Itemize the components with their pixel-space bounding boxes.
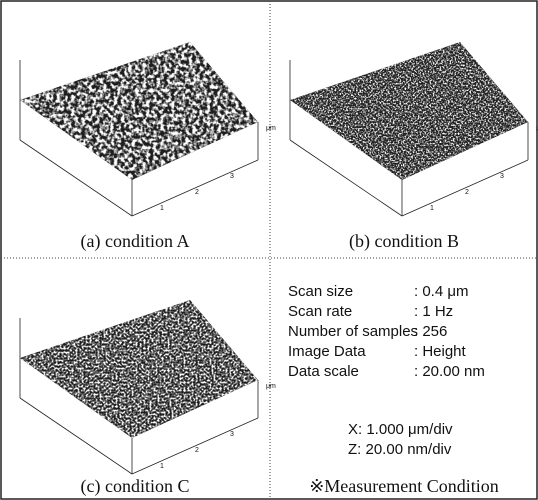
axis-label: 3 <box>230 173 234 180</box>
afm-image: 1 2 3 μm <box>19 42 276 217</box>
box-edge <box>401 159 529 217</box>
axis-label: μm <box>536 125 538 132</box>
scale: X: 1.000 μm/div <box>348 421 453 438</box>
label: Scan size <box>288 283 353 300</box>
value: : 256 <box>414 323 447 340</box>
box-edge <box>289 139 403 217</box>
conditions: Scan size : 0.4 μm Scan rate : 1 Hz Numb… <box>288 283 485 458</box>
box-edge <box>19 397 133 475</box>
axis-label: 1 <box>430 205 434 212</box>
axis-label: μm <box>266 383 276 390</box>
axis-label: 3 <box>230 431 234 438</box>
value: : 20.00 nm <box>414 363 485 380</box>
box-edge <box>131 159 259 217</box>
box-edge <box>131 417 259 475</box>
label: Image Data <box>288 343 366 360</box>
value: : 0.4 μm <box>414 283 469 300</box>
label: Number of samples <box>288 323 418 340</box>
box-edge <box>19 139 133 217</box>
axis-label: 2 <box>465 189 469 196</box>
axis-label: μm <box>266 125 276 132</box>
afm-image: 1 2 3 μm <box>289 42 538 217</box>
scale: Z: 20.00 nm/div <box>348 441 452 458</box>
caption: (a) condition A <box>81 231 190 252</box>
axis-label: 1 <box>160 205 164 212</box>
value: : 1 Hz <box>414 303 453 320</box>
caption: ※Measurement Condition <box>309 476 499 496</box>
label: Data scale <box>288 363 359 380</box>
caption: (c) condition C <box>81 476 190 497</box>
afm-image: 1 2 3 μm <box>19 300 276 475</box>
value: : Height <box>414 343 467 360</box>
label: Scan rate <box>288 303 352 320</box>
axis-label: 1 <box>160 463 164 470</box>
axis-label: 2 <box>195 189 199 196</box>
axis-label: 2 <box>195 447 199 454</box>
axis-label: 3 <box>500 173 504 180</box>
caption: (b) condition B <box>349 231 459 252</box>
